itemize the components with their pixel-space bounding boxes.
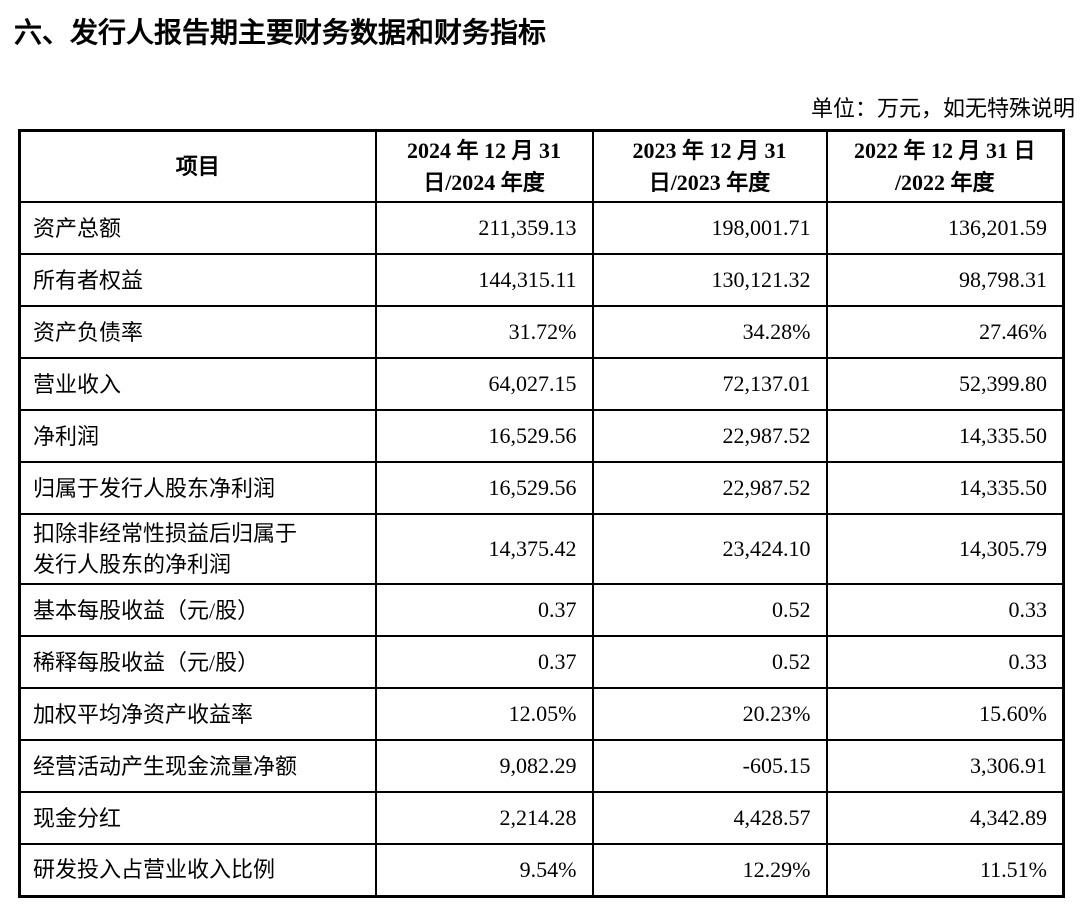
row-label: 资产总额 [18, 201, 377, 256]
value-2022: 0.33 [825, 583, 1065, 638]
unit-note: 单位：万元，如无特殊说明 [810, 95, 1075, 121]
value-2024: 9,082.29 [374, 739, 594, 794]
value-2023: 72,137.01 [591, 357, 828, 412]
row-label: 所有者权益 [18, 253, 377, 308]
value-2024: 9.54% [374, 843, 594, 898]
financial-data-table: 项目 2024 年 12 月 31 日/2024 年度 2023 年 12 月 … [18, 128, 1065, 898]
table-row: 资产负债率 31.72% 34.28% 27.46% [18, 305, 1065, 360]
value-2023: 12.29% [591, 843, 828, 898]
row-label: 基本每股收益（元/股） [18, 583, 377, 638]
table-row: 营业收入 64,027.15 72,137.01 52,399.80 [18, 357, 1065, 412]
table-row: 经营活动产生现金流量净额 9,082.29 -605.15 3,306.91 [18, 739, 1065, 794]
value-2022: 52,399.80 [825, 357, 1065, 412]
value-2022: 14,305.79 [825, 513, 1065, 586]
value-2022: 136,201.59 [825, 201, 1065, 256]
table-row: 稀释每股收益（元/股） 0.37 0.52 0.33 [18, 635, 1065, 690]
table-row: 研发投入占营业收入比例 9.54% 12.29% 11.51% [18, 843, 1065, 898]
header-item-column: 项目 [18, 129, 377, 204]
table-row: 基本每股收益（元/股） 0.37 0.52 0.33 [18, 583, 1065, 638]
value-2022: 98,798.31 [825, 253, 1065, 308]
document-page: 六、发行人报告期主要财务数据和财务指标 单位：万元，如无特殊说明 项目 2024… [0, 16, 1080, 898]
value-2023: 4,428.57 [591, 791, 828, 846]
value-2023: -605.15 [591, 739, 828, 794]
header-2022-column: 2022 年 12 月 31 日 /2022 年度 [825, 129, 1065, 204]
value-2024: 0.37 [374, 583, 594, 638]
value-2024: 64,027.15 [374, 357, 594, 412]
table-row: 现金分红 2,214.28 4,428.57 4,342.89 [18, 791, 1065, 846]
table-header-row: 项目 2024 年 12 月 31 日/2024 年度 2023 年 12 月 … [18, 129, 1065, 204]
value-2024: 2,214.28 [374, 791, 594, 846]
row-label: 加权平均净资产收益率 [18, 687, 377, 742]
header-2023-column: 2023 年 12 月 31 日/2023 年度 [591, 129, 828, 204]
value-2024: 0.37 [374, 635, 594, 690]
value-2022: 27.46% [825, 305, 1065, 360]
table-row: 净利润 16,529.56 22,987.52 14,335.50 [18, 409, 1065, 464]
value-2023: 198,001.71 [591, 201, 828, 256]
row-label: 经营活动产生现金流量净额 [18, 739, 377, 794]
row-label: 营业收入 [18, 357, 377, 412]
value-2022: 15.60% [825, 687, 1065, 742]
table-row: 归属于发行人股东净利润 16,529.56 22,987.52 14,335.5… [18, 461, 1065, 516]
value-2022: 3,306.91 [825, 739, 1065, 794]
value-2024: 12.05% [374, 687, 594, 742]
value-2024: 31.72% [374, 305, 594, 360]
value-2024: 14,375.42 [374, 513, 594, 586]
value-2022: 0.33 [825, 635, 1065, 690]
value-2022: 14,335.50 [825, 409, 1065, 464]
row-label: 研发投入占营业收入比例 [18, 843, 377, 898]
row-label: 稀释每股收益（元/股） [18, 635, 377, 690]
value-2023: 0.52 [591, 635, 828, 690]
value-2023: 20.23% [591, 687, 828, 742]
value-2024: 16,529.56 [374, 461, 594, 516]
value-2023: 23,424.10 [591, 513, 828, 586]
value-2023: 130,121.32 [591, 253, 828, 308]
table-row: 资产总额 211,359.13 198,001.71 136,201.59 [18, 201, 1065, 256]
value-2022: 14,335.50 [825, 461, 1065, 516]
row-label: 现金分红 [18, 791, 377, 846]
table-row: 所有者权益 144,315.11 130,121.32 98,798.31 [18, 253, 1065, 308]
row-label: 净利润 [18, 409, 377, 464]
row-label: 资产负债率 [18, 305, 377, 360]
table-row: 加权平均净资产收益率 12.05% 20.23% 15.60% [18, 687, 1065, 742]
row-label: 归属于发行人股东净利润 [18, 461, 377, 516]
value-2023: 34.28% [591, 305, 828, 360]
section-title: 六、发行人报告期主要财务数据和财务指标 [14, 17, 547, 48]
value-2023: 22,987.52 [591, 461, 828, 516]
value-2022: 4,342.89 [825, 791, 1065, 846]
value-2022: 11.51% [825, 843, 1065, 898]
value-2023: 22,987.52 [591, 409, 828, 464]
header-2024-column: 2024 年 12 月 31 日/2024 年度 [374, 129, 594, 204]
value-2024: 211,359.13 [374, 201, 594, 256]
value-2024: 144,315.11 [374, 253, 594, 308]
value-2024: 16,529.56 [374, 409, 594, 464]
row-label: 扣除非经常性损益后归属于 发行人股东的净利润 [18, 513, 377, 586]
value-2023: 0.52 [591, 583, 828, 638]
table-row: 扣除非经常性损益后归属于 发行人股东的净利润 14,375.42 23,424.… [18, 513, 1065, 586]
